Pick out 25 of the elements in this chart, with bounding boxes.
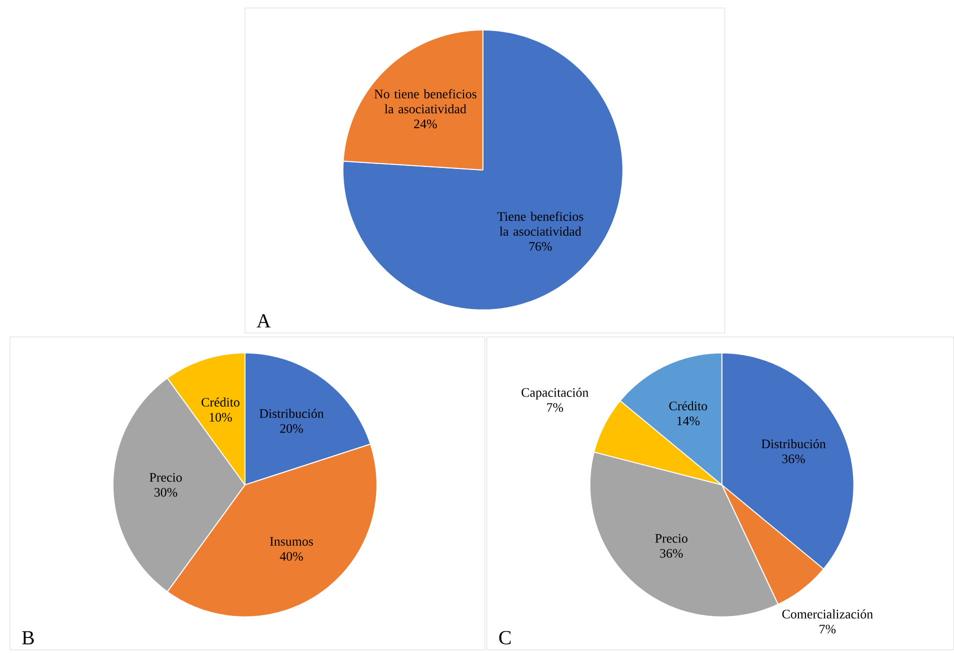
data-label: 20%	[280, 424, 303, 433]
slice-label: Tiene beneficios la asociatividad	[497, 212, 584, 236]
slice-label: Precio	[150, 473, 182, 482]
data-label: 7%	[547, 403, 564, 412]
slice-label: Crédito	[202, 398, 240, 407]
text: C	[499, 631, 511, 644]
data-label: 24%	[414, 120, 437, 128]
text: B	[22, 631, 34, 644]
slice-label: Distribución	[260, 408, 324, 418]
data-label: 30%	[154, 488, 178, 497]
slice-label: Comercialización	[782, 609, 873, 619]
data-label: 14%	[677, 416, 700, 426]
slice-label: Crédito	[669, 401, 708, 410]
data-label: 76%	[529, 242, 552, 251]
slice-label: Insumos	[270, 537, 313, 546]
slice-label: No tiene beneficios la asociatividad	[374, 89, 476, 114]
data-label: 10%	[210, 412, 232, 422]
data-label: 36%	[782, 454, 805, 464]
slice-label: Capacitación	[522, 388, 588, 400]
data-label: 7%	[820, 624, 836, 634]
data-label: 40%	[280, 552, 303, 561]
text: A	[256, 314, 271, 328]
slice-label: Precio	[655, 534, 688, 543]
slice-label: Distribución	[762, 439, 826, 448]
data-label: 36%	[660, 549, 683, 558]
